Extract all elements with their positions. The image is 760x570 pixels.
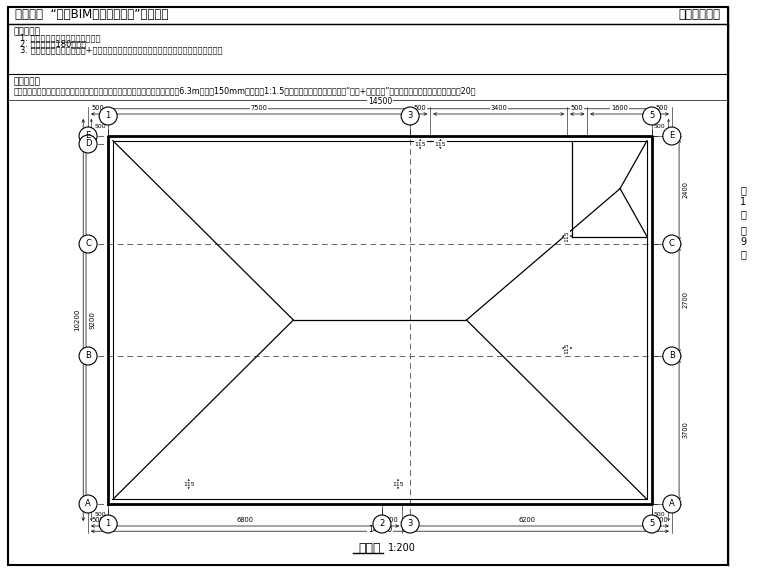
Text: 115: 115 — [565, 230, 570, 242]
Text: 2400: 2400 — [682, 181, 688, 198]
Text: 6200: 6200 — [518, 517, 535, 523]
Text: 500: 500 — [92, 517, 104, 523]
Text: 115: 115 — [183, 482, 195, 487]
Text: 3700: 3700 — [682, 422, 688, 438]
Text: 500: 500 — [413, 105, 426, 111]
Text: 9: 9 — [740, 237, 746, 247]
Text: 115: 115 — [565, 342, 570, 354]
Text: 500: 500 — [94, 511, 106, 516]
Text: 试题部分：: 试题部分： — [14, 77, 41, 86]
Text: 第十一期  “全国BIM技能等级考试”一级试题: 第十一期 “全国BIM技能等级考试”一级试题 — [15, 8, 169, 21]
Text: 3: 3 — [407, 519, 413, 528]
Circle shape — [79, 135, 97, 153]
Text: 500: 500 — [654, 124, 666, 128]
Text: 115: 115 — [392, 482, 404, 487]
Text: 10200: 10200 — [74, 309, 81, 331]
Text: 页: 页 — [740, 249, 746, 259]
Text: 页: 页 — [740, 209, 746, 219]
Text: 一、根据下图给定数据创建轴网与屋顶，轴网显示方式参考下图，屋顶底标高为6.3m，厚度150mm，坡度为1:1.5，材质不限，请将模型文件以“屋顶+考生姓名”为文: 一、根据下图给定数据创建轴网与屋顶，轴网显示方式参考下图，屋顶底标高为6.3m，… — [14, 86, 477, 95]
Text: 1: 1 — [740, 197, 746, 207]
Circle shape — [79, 347, 97, 365]
Text: 5: 5 — [649, 519, 654, 528]
Text: D: D — [85, 140, 91, 149]
Text: 1: 1 — [106, 519, 111, 528]
Text: 平面图: 平面图 — [359, 542, 382, 555]
Text: 9200: 9200 — [89, 311, 95, 329]
Text: 6800: 6800 — [236, 517, 254, 523]
Text: 考试要求：: 考试要求： — [14, 27, 41, 36]
Text: 500: 500 — [385, 517, 398, 523]
Text: 14500: 14500 — [368, 97, 392, 106]
Circle shape — [663, 495, 681, 513]
Text: 115: 115 — [435, 141, 446, 146]
Circle shape — [373, 515, 391, 533]
Circle shape — [79, 127, 97, 145]
Text: C: C — [85, 239, 91, 249]
Circle shape — [100, 107, 117, 125]
Text: C: C — [669, 239, 675, 249]
Text: 1. 考试方式：计算机操作，闭卷；: 1. 考试方式：计算机操作，闭卷； — [20, 33, 100, 42]
Circle shape — [663, 235, 681, 253]
Text: 3. 新建文件夹（以考场编号+姓名为文件夹名），用于存放本次考试中生成的全部文件。: 3. 新建文件夹（以考场编号+姓名为文件夹名），用于存放本次考试中生成的全部文件… — [20, 45, 223, 54]
Circle shape — [643, 107, 660, 125]
Text: A: A — [85, 499, 91, 508]
Circle shape — [663, 347, 681, 365]
Circle shape — [79, 235, 97, 253]
Text: 500: 500 — [94, 124, 106, 128]
Text: 1600: 1600 — [611, 105, 628, 111]
Text: B: B — [669, 352, 675, 360]
Text: 500: 500 — [654, 511, 666, 516]
Circle shape — [100, 515, 117, 533]
Text: 115: 115 — [414, 141, 426, 146]
Text: E: E — [670, 132, 674, 140]
Text: B: B — [85, 352, 91, 360]
Text: 第: 第 — [740, 185, 746, 195]
Text: 1: 1 — [106, 112, 111, 120]
Text: 5: 5 — [649, 112, 654, 120]
Text: E: E — [85, 132, 90, 140]
Text: 500: 500 — [92, 105, 104, 111]
Text: 500: 500 — [655, 105, 668, 111]
Text: 500: 500 — [655, 517, 668, 523]
Text: 中国图学学会: 中国图学学会 — [678, 8, 720, 21]
Circle shape — [401, 515, 419, 533]
Text: 7500: 7500 — [251, 105, 268, 111]
Text: 3: 3 — [407, 112, 413, 120]
Circle shape — [401, 107, 419, 125]
Text: 2: 2 — [379, 519, 385, 528]
Text: 2. 考试时间为180分钟；: 2. 考试时间为180分钟； — [20, 39, 87, 48]
Text: 1:200: 1:200 — [388, 543, 416, 553]
Text: A: A — [669, 499, 675, 508]
Circle shape — [643, 515, 660, 533]
Text: 3400: 3400 — [490, 105, 507, 111]
Circle shape — [663, 127, 681, 145]
Text: 2700: 2700 — [682, 291, 688, 308]
Bar — [8, 24, 728, 74]
Text: 500: 500 — [571, 105, 584, 111]
Circle shape — [79, 495, 97, 513]
Text: 14500: 14500 — [368, 525, 392, 534]
Text: 共: 共 — [740, 225, 746, 235]
